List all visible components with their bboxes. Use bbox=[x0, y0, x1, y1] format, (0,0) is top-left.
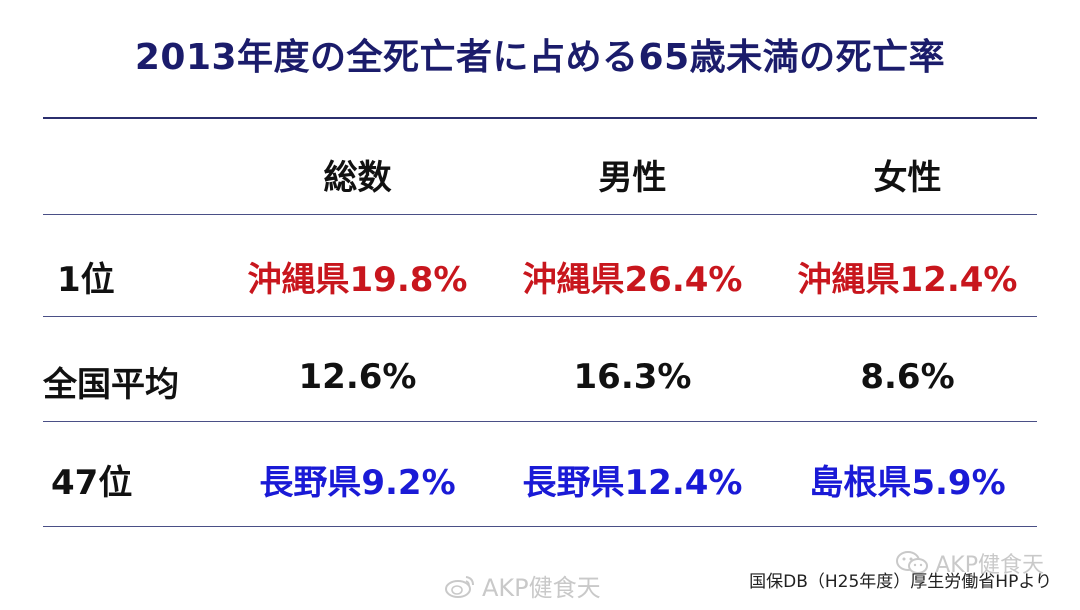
table-cell: 12.6% bbox=[298, 357, 417, 397]
weibo-icon bbox=[444, 573, 476, 599]
table-rule bbox=[43, 316, 1037, 317]
watermark-top-right: AKP健食天 bbox=[895, 547, 1044, 579]
table-cell: 長野県9.2% bbox=[259, 463, 456, 503]
row-label-national-average: 全国平均 bbox=[43, 365, 179, 405]
table-rule bbox=[43, 214, 1037, 215]
table-cell: 8.6% bbox=[860, 357, 955, 397]
row-label-rank1: 1位 bbox=[57, 260, 115, 300]
table-top-rule bbox=[43, 117, 1037, 119]
watermark-text: AKP健食天 bbox=[482, 574, 601, 602]
table-cell: 島根県5.9% bbox=[809, 463, 1006, 503]
wechat-icon bbox=[895, 550, 929, 576]
header-cell-total: 総数 bbox=[323, 158, 392, 198]
header-cell-male: 男性 bbox=[598, 158, 667, 198]
watermark-bottom-center: AKP健食天 bbox=[444, 568, 601, 603]
table-cell: 長野県12.4% bbox=[522, 463, 743, 503]
table-cell: 沖縄県19.8% bbox=[247, 260, 468, 300]
header-cell-female: 女性 bbox=[873, 158, 942, 198]
table-rule bbox=[43, 421, 1037, 422]
watermark-text: AKP健食天 bbox=[935, 553, 1044, 578]
source-note: 国保DB（H25年度）厚生労働省HPより bbox=[749, 572, 1052, 592]
table-cell: 沖縄県26.4% bbox=[522, 260, 743, 300]
table-bottom-rule bbox=[43, 526, 1037, 527]
table-cell: 沖縄県12.4% bbox=[797, 260, 1018, 300]
row-label-rank47: 47位 bbox=[51, 463, 133, 503]
table-cell: 16.3% bbox=[573, 357, 692, 397]
page-title: 2013年度の全死亡者に占める65歳未満の死亡率 bbox=[134, 37, 946, 78]
